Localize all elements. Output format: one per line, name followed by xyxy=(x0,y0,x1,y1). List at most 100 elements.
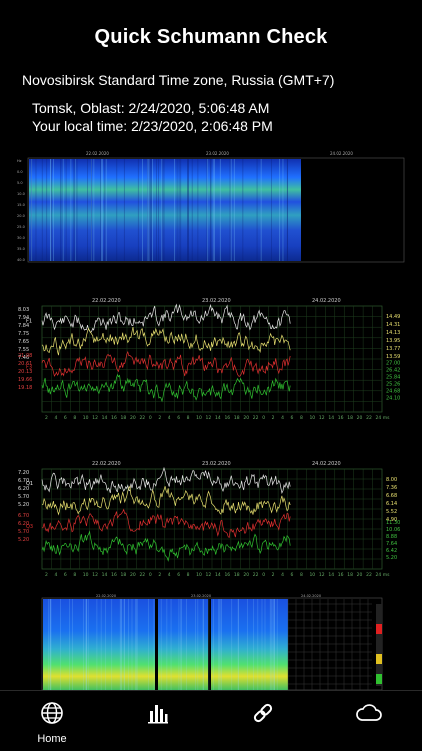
x-tick-label: 10 xyxy=(83,572,89,578)
spectrogram-streak xyxy=(180,599,182,690)
spectrogram-streak xyxy=(191,159,193,261)
series-line-q1 xyxy=(41,466,291,494)
x-tick-label: 22 xyxy=(139,572,145,578)
x-tick-label: 18 xyxy=(347,415,353,421)
spectrogram-streak xyxy=(206,159,208,261)
spectrogram-streak xyxy=(105,599,106,690)
x-tick-label: 16 xyxy=(224,415,230,421)
spectrogram-streak xyxy=(264,599,266,690)
x-tick-label: 24 ms xyxy=(376,572,391,578)
spectrogram-streak xyxy=(271,599,273,690)
spectrogram-streak xyxy=(142,159,143,261)
x-tick-label: 16 xyxy=(111,572,117,578)
spectrogram-streak xyxy=(50,159,52,261)
spectrogram-streak xyxy=(237,599,239,690)
spectrogram-streak xyxy=(197,599,199,690)
tab-charts[interactable] xyxy=(128,701,188,725)
spectrogram-bottom: 22.02.2020 23.02.2020 24.02.2020 xyxy=(16,594,406,691)
left-axis-label: 5.20 xyxy=(18,537,29,543)
spectrogram-streak xyxy=(91,159,92,261)
bar-chart-icon xyxy=(148,705,168,724)
x-tick-label: 16 xyxy=(111,415,117,421)
spectrogram-streak xyxy=(261,599,263,690)
right-axis-label: 6.42 xyxy=(386,548,397,554)
globe-icon xyxy=(41,702,63,724)
spectrogram-streak xyxy=(149,159,151,261)
spectrogram-streak xyxy=(124,599,125,690)
x-tick-label: 14 xyxy=(102,415,108,421)
x-tick-label: 6 xyxy=(177,572,180,578)
right-axis-label: 26.42 xyxy=(386,367,400,373)
x-tick-label: 20 xyxy=(243,572,249,578)
y-tick-label: 10.0 xyxy=(17,192,25,196)
spectrogram-streak xyxy=(219,159,221,261)
x-tick-label: 8 xyxy=(73,415,76,421)
left-axis-label: 7.84 xyxy=(18,323,29,329)
spectrogram-streak xyxy=(75,159,76,261)
right-axis-label: 7.64 xyxy=(386,541,397,547)
x-tick-label: 2 xyxy=(45,415,48,421)
station-time-text: Tomsk, Oblast: 2/24/2020, 5:06:48 AM xyxy=(32,100,270,116)
spectrogram-streak xyxy=(128,599,129,690)
x-tick-label: 22 xyxy=(253,415,259,421)
tab-weather[interactable] xyxy=(339,701,399,725)
quality-chart: 22.02.2020 23.02.2020 24.02.2020 2 4 6 8 10 12 14… xyxy=(16,457,413,585)
series-line-f1 xyxy=(41,303,291,334)
x-tick-label: 18 xyxy=(234,572,240,578)
series-line-f4 xyxy=(41,373,291,403)
spectrogram-streak xyxy=(273,599,275,690)
spectrogram-streak xyxy=(74,159,76,261)
right-axis-label: 6.68 xyxy=(386,493,397,499)
right-axis-label: 25.26 xyxy=(386,381,400,387)
spectrogram-streak xyxy=(147,159,149,261)
spectrogram-streak xyxy=(270,599,272,690)
tab-links[interactable] xyxy=(233,701,293,725)
tab-home[interactable]: Home xyxy=(22,701,82,745)
left-axis-label: 20.61 xyxy=(18,361,32,367)
spectrogram-streak xyxy=(93,159,95,261)
x-tick-label: 4 xyxy=(54,415,57,421)
spectrogram-streak xyxy=(31,159,33,261)
right-axis-label: 6.14 xyxy=(386,501,397,507)
color-scale-red xyxy=(376,624,382,634)
x-tick-label: 14 xyxy=(102,572,108,578)
left-axis-label: 7.94 xyxy=(18,315,29,321)
spectrogram-streak xyxy=(148,159,150,261)
x-tick-label: 8 xyxy=(187,415,190,421)
spectrogram-streak xyxy=(35,159,37,261)
spectrogram-streak xyxy=(111,599,113,690)
x-tick-label: 2 xyxy=(272,572,275,578)
spectrogram-streak xyxy=(276,599,278,690)
x-tick-label: 0 xyxy=(262,415,265,421)
right-axis-label: 8.88 xyxy=(386,534,397,540)
right-axis-label: 10.06 xyxy=(386,527,400,533)
y-tick-label: 5.0 xyxy=(17,181,23,185)
spectrogram-streak xyxy=(50,599,51,690)
x-tick-label: 12 xyxy=(206,572,212,578)
spectrogram-streak xyxy=(100,599,102,690)
x-tick-label: 18 xyxy=(234,415,240,421)
date-label: 23.02.2020 xyxy=(191,594,211,598)
x-tick-label: 16 xyxy=(338,415,344,421)
date-label: 23.02.2020 xyxy=(206,151,229,156)
spectrogram-streak xyxy=(121,599,123,690)
x-tick-label: 12 xyxy=(319,415,325,421)
spectrogram-streak xyxy=(48,599,49,690)
date-label: 22.02.2020 xyxy=(92,461,121,467)
spectrogram-streak xyxy=(163,159,165,261)
right-axis-label: 11.30 xyxy=(386,520,400,526)
series-line-q2 xyxy=(41,485,291,516)
x-tick-label: 14 xyxy=(215,572,221,578)
right-axis-label: 14.13 xyxy=(386,330,400,336)
spectrogram-bottom-svg: 22.02.2020 23.02.2020 24.02.2020 xyxy=(41,594,383,691)
right-axis-label: 7.36 xyxy=(386,485,397,491)
left-axis-label: 7.55 xyxy=(18,347,29,353)
series-line-f2 xyxy=(41,327,291,356)
x-tick-label: 22 xyxy=(139,415,145,421)
left-axis-label: 7.65 xyxy=(18,339,29,345)
y-tick-label: 20.0 xyxy=(17,214,25,218)
spectrogram-top-svg: Hz 0.0 5.0 10.0 15.0 20.0 25.0 30.0 35.0 40.0 22.… xyxy=(17,151,405,263)
date-label: 24.02.2020 xyxy=(312,461,341,467)
